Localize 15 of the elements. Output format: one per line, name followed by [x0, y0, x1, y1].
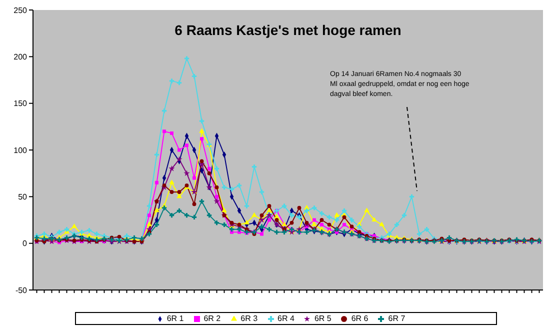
y-tick-label: 200: [14, 52, 28, 62]
legend-label: 6R 1: [166, 314, 184, 323]
y-tick-label: 150: [14, 99, 28, 108]
legend-label: 6R 4: [278, 314, 294, 323]
legend-label: 6R 7: [388, 314, 406, 323]
y-tick-label: -50: [15, 286, 28, 295]
y-tick-label: 0: [22, 239, 28, 248]
y-tick-label: 50: [18, 192, 28, 202]
text: 6 Raams Kastje's met hoge ramen: [174, 22, 402, 38]
legend-label: 6R 2: [204, 314, 221, 323]
y-tick-label: 100: [14, 146, 28, 155]
y-tick-label: 250: [14, 6, 28, 15]
legend-label: 6R 3: [240, 314, 258, 323]
legend-label: 6R 6: [351, 314, 368, 323]
legend-label: 6R 5: [314, 314, 332, 323]
